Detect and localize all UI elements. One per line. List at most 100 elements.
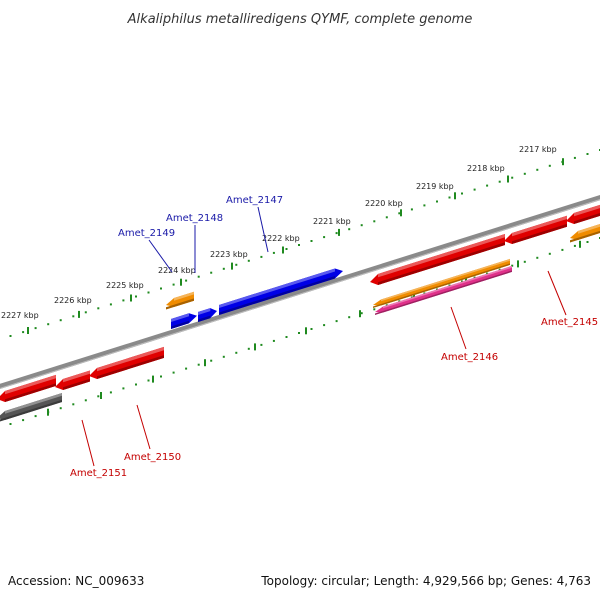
genome-backbone [0,194,600,390]
minor-tick [523,260,526,263]
minor-tick [9,335,12,337]
minor-tick [247,347,250,350]
minor-tick [436,288,438,291]
gene-amet-2145-orange [570,224,600,243]
minor-tick [548,164,551,167]
minor-tick [536,256,539,259]
scale-label: 2219 kbp [416,182,454,191]
cds-amet-2150 [89,346,164,379]
minor-tick [298,332,300,334]
gene-amet-2146-orange-highlight [381,258,510,302]
minor-tick [498,180,501,183]
minor-tick [523,172,526,175]
minor-tick [59,407,62,410]
gene-label: Amet_2145 [541,317,598,328]
label-leader-line [148,239,173,273]
minor-tick [210,359,213,362]
minor-tick [548,252,551,255]
cds-amet-2144 [566,204,600,224]
minor-tick [109,303,112,306]
minor-tick [486,184,489,187]
minor-tick [84,311,87,314]
cds-amet-2149-highlight [171,313,189,322]
minor-tick [573,244,576,247]
gene-label-group: Amet_2147 [226,195,283,253]
minor-tick [423,204,426,207]
minor-tick [235,263,238,266]
minor-tick [272,251,275,254]
gene-amet-2145-orange-shadow [570,230,600,243]
minor-tick [72,315,75,318]
scale-labels: 2217 kbp 2218 kbp 2219 kbp 2220 kbp 2221 kbp… [1,145,557,320]
gene-amet-2149-orange-shadow [166,298,194,310]
cds-amet-2147 [219,268,343,315]
minor-tick [260,343,263,346]
gene-label-group: Amet_2148 [166,213,223,273]
gene-label: Amet_2146 [441,352,498,363]
scale-label: 2218 kbp [467,164,505,173]
gene-features [0,204,600,422]
minor-tick [323,236,326,239]
gene-amet-2149-orange [166,291,194,310]
minor-tick [348,316,351,319]
minor-tick [461,280,463,283]
gene-amet-2151-gray [0,393,62,422]
minor-tick [436,200,438,203]
accession-text: Accession: NC_009633 [8,574,145,588]
minor-tick [486,272,489,275]
minor-tick [410,296,413,299]
gene-label: Amet_2149 [118,228,175,239]
scale-label: 2220 kbp [365,199,403,208]
minor-tick [360,224,363,227]
scale-label: 2227 kbp [1,311,39,320]
minor-tick [473,188,476,191]
gene-label: Amet_2150 [124,452,181,463]
minor-tick [172,371,175,374]
minor-tick [323,324,326,327]
minor-tick [122,299,125,302]
minor-tick [210,271,213,274]
minor-tick [511,176,514,179]
minor-tick [122,387,125,390]
scale-label: 2225 kbp [106,281,144,290]
cds-amet-2148 [198,308,217,322]
cds-amet-2150-shadow [97,355,164,379]
cds-amet-2152 [0,374,56,402]
cds-amet-2149 [171,313,197,329]
cds-amet-2144-shadow [574,213,600,224]
minor-tick [335,320,338,323]
gene-amet-2151-gray-shadow [0,399,62,422]
gene-amet-2146-orange [373,258,510,308]
minor-tick [285,248,288,250]
minor-tick [97,395,100,398]
minor-tick [185,279,188,282]
cds-amet-2147-shadow [219,276,335,315]
cds-amet-2151 [55,370,90,390]
minor-tick [135,295,137,298]
minor-tick [260,255,263,258]
minor-tick [222,267,225,270]
cds-amet-2149-shadow [171,320,189,329]
cds-amet-2152-shadow [5,383,56,402]
minor-tick [34,415,37,418]
scale-label: 2222 kbp [262,234,300,243]
cds-amet-2144-highlight [574,204,600,217]
label-leader-line [257,206,269,253]
gene-amet-2145-orange-highlight [578,224,600,234]
minor-tick [511,264,514,267]
scale-label: 2224 kbp [158,266,196,275]
minor-tick [59,319,62,322]
minor-tick [536,168,539,171]
minor-tick [586,241,589,243]
minor-tick [423,292,426,295]
cds-amet-2145-highlight [512,215,567,237]
minor-tick [160,375,162,378]
minor-tick [197,275,200,278]
minor-tick [47,323,50,326]
minor-tick [9,423,12,425]
cds-amet-2151-shadow [63,378,90,390]
cds-amet-2146-highlight [378,234,505,278]
minor-tick [97,307,100,310]
